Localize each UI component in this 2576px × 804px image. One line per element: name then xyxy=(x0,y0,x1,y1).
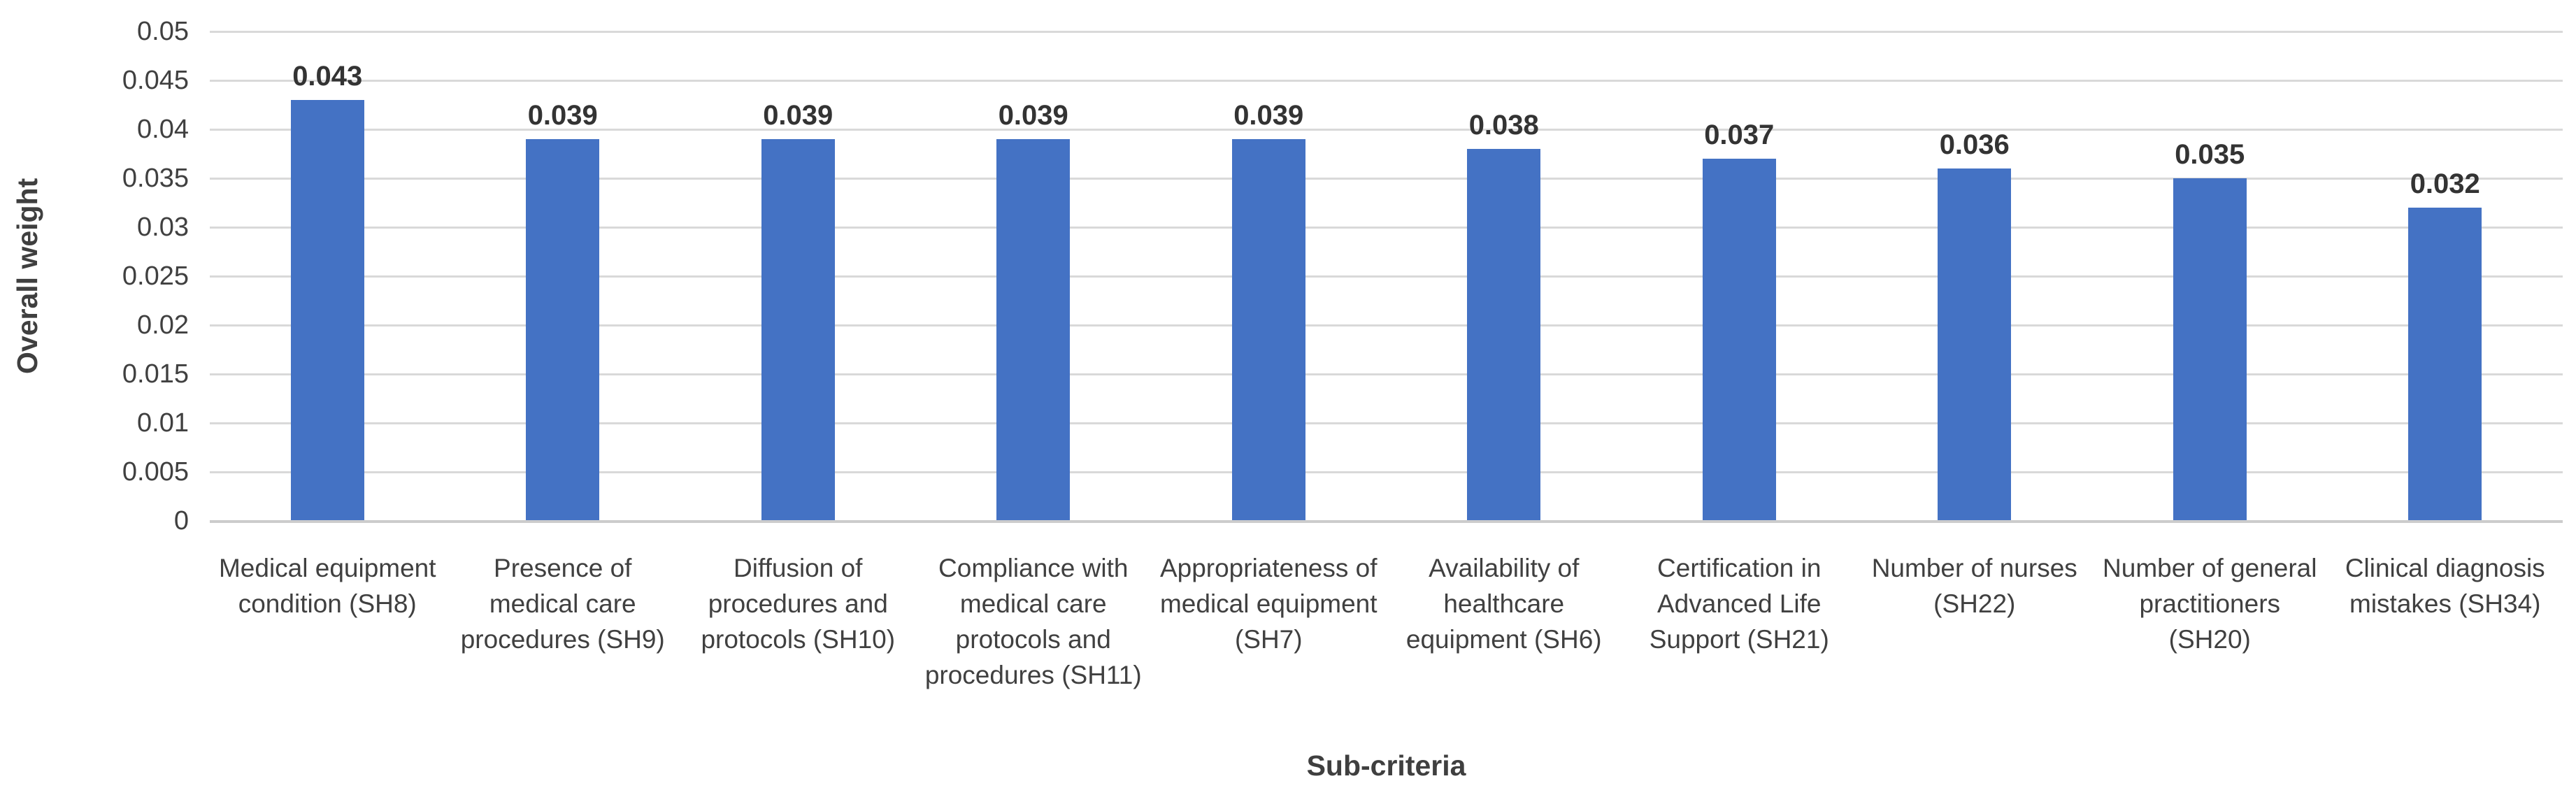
bar xyxy=(996,139,1071,521)
category-label: Presence of medical care procedures (SH9… xyxy=(460,554,665,654)
bar-value-label: 0.039 xyxy=(763,100,833,131)
gridline xyxy=(210,31,2563,33)
y-tick-label: 0 xyxy=(173,506,189,536)
y-tick-label: 0.05 xyxy=(137,17,189,46)
category-label: Number of general practitioners (SH20) xyxy=(2103,554,2317,654)
bar-value-label: 0.038 xyxy=(1468,110,1539,141)
bar xyxy=(1938,168,2012,521)
y-tick-label: 0.04 xyxy=(137,115,189,144)
y-axis-title: Overall weight xyxy=(11,178,43,375)
bar xyxy=(1467,149,1541,521)
y-tick-label: 0.005 xyxy=(122,457,189,487)
bar xyxy=(2408,208,2482,521)
bar-value-label: 0.037 xyxy=(1704,120,1775,150)
x-axis-line xyxy=(210,520,2563,523)
category-label: Availability of healthcare equipment (SH… xyxy=(1405,554,1602,654)
gridline xyxy=(210,471,2563,473)
category-label: Number of nurses (SH22) xyxy=(1871,554,2077,618)
bar xyxy=(290,100,364,521)
y-tick-label: 0.02 xyxy=(137,310,189,340)
bar-value-label: 0.036 xyxy=(1939,129,2010,160)
bar-value-label: 0.039 xyxy=(527,100,598,131)
gridline xyxy=(210,373,2563,375)
category-label: Clinical diagnosis mistakes (SH34) xyxy=(2345,554,2545,618)
bar xyxy=(761,139,835,521)
y-tick-label: 0.03 xyxy=(137,213,189,242)
bar xyxy=(1231,139,1305,521)
bar xyxy=(526,139,600,521)
bar-value-label: 0.039 xyxy=(998,100,1068,131)
gridline xyxy=(210,178,2563,180)
bar-value-label: 0.043 xyxy=(292,61,363,92)
category-label: Appropriateness of medical equipment (SH… xyxy=(1159,554,1378,654)
gridline xyxy=(210,324,2563,326)
gridline xyxy=(210,227,2563,229)
bar xyxy=(2173,178,2247,521)
gridline xyxy=(210,129,2563,131)
y-tick-label: 0.015 xyxy=(122,359,189,389)
category-label: Diffusion of procedures and protocols (S… xyxy=(701,554,896,654)
category-label: Certification in Advanced Life Support (… xyxy=(1649,554,1829,654)
y-tick-label: 0.045 xyxy=(122,66,189,95)
y-tick-label: 0.01 xyxy=(137,408,189,438)
gridline xyxy=(210,80,2563,82)
bar-value-label: 0.039 xyxy=(1233,100,1304,131)
bar xyxy=(1702,159,1776,521)
bar-value-label: 0.032 xyxy=(2410,168,2480,199)
gridline xyxy=(210,422,2563,424)
bar-value-label: 0.035 xyxy=(2175,139,2245,170)
category-label: Medical equipment condition (SH8) xyxy=(218,554,436,618)
y-tick-label: 0.035 xyxy=(122,164,189,193)
category-label: Compliance with medical care protocols a… xyxy=(924,554,1142,689)
gridline xyxy=(210,275,2563,278)
y-tick-label: 0.025 xyxy=(122,261,189,291)
x-axis-title: Sub-criteria xyxy=(1306,749,1466,782)
